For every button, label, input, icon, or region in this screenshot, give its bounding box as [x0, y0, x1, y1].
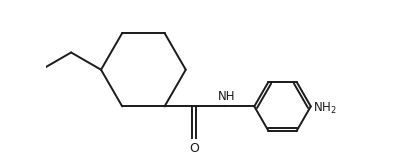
Text: O: O: [188, 142, 198, 155]
Text: NH: NH: [217, 90, 235, 103]
Text: NH$_2$: NH$_2$: [313, 101, 336, 116]
